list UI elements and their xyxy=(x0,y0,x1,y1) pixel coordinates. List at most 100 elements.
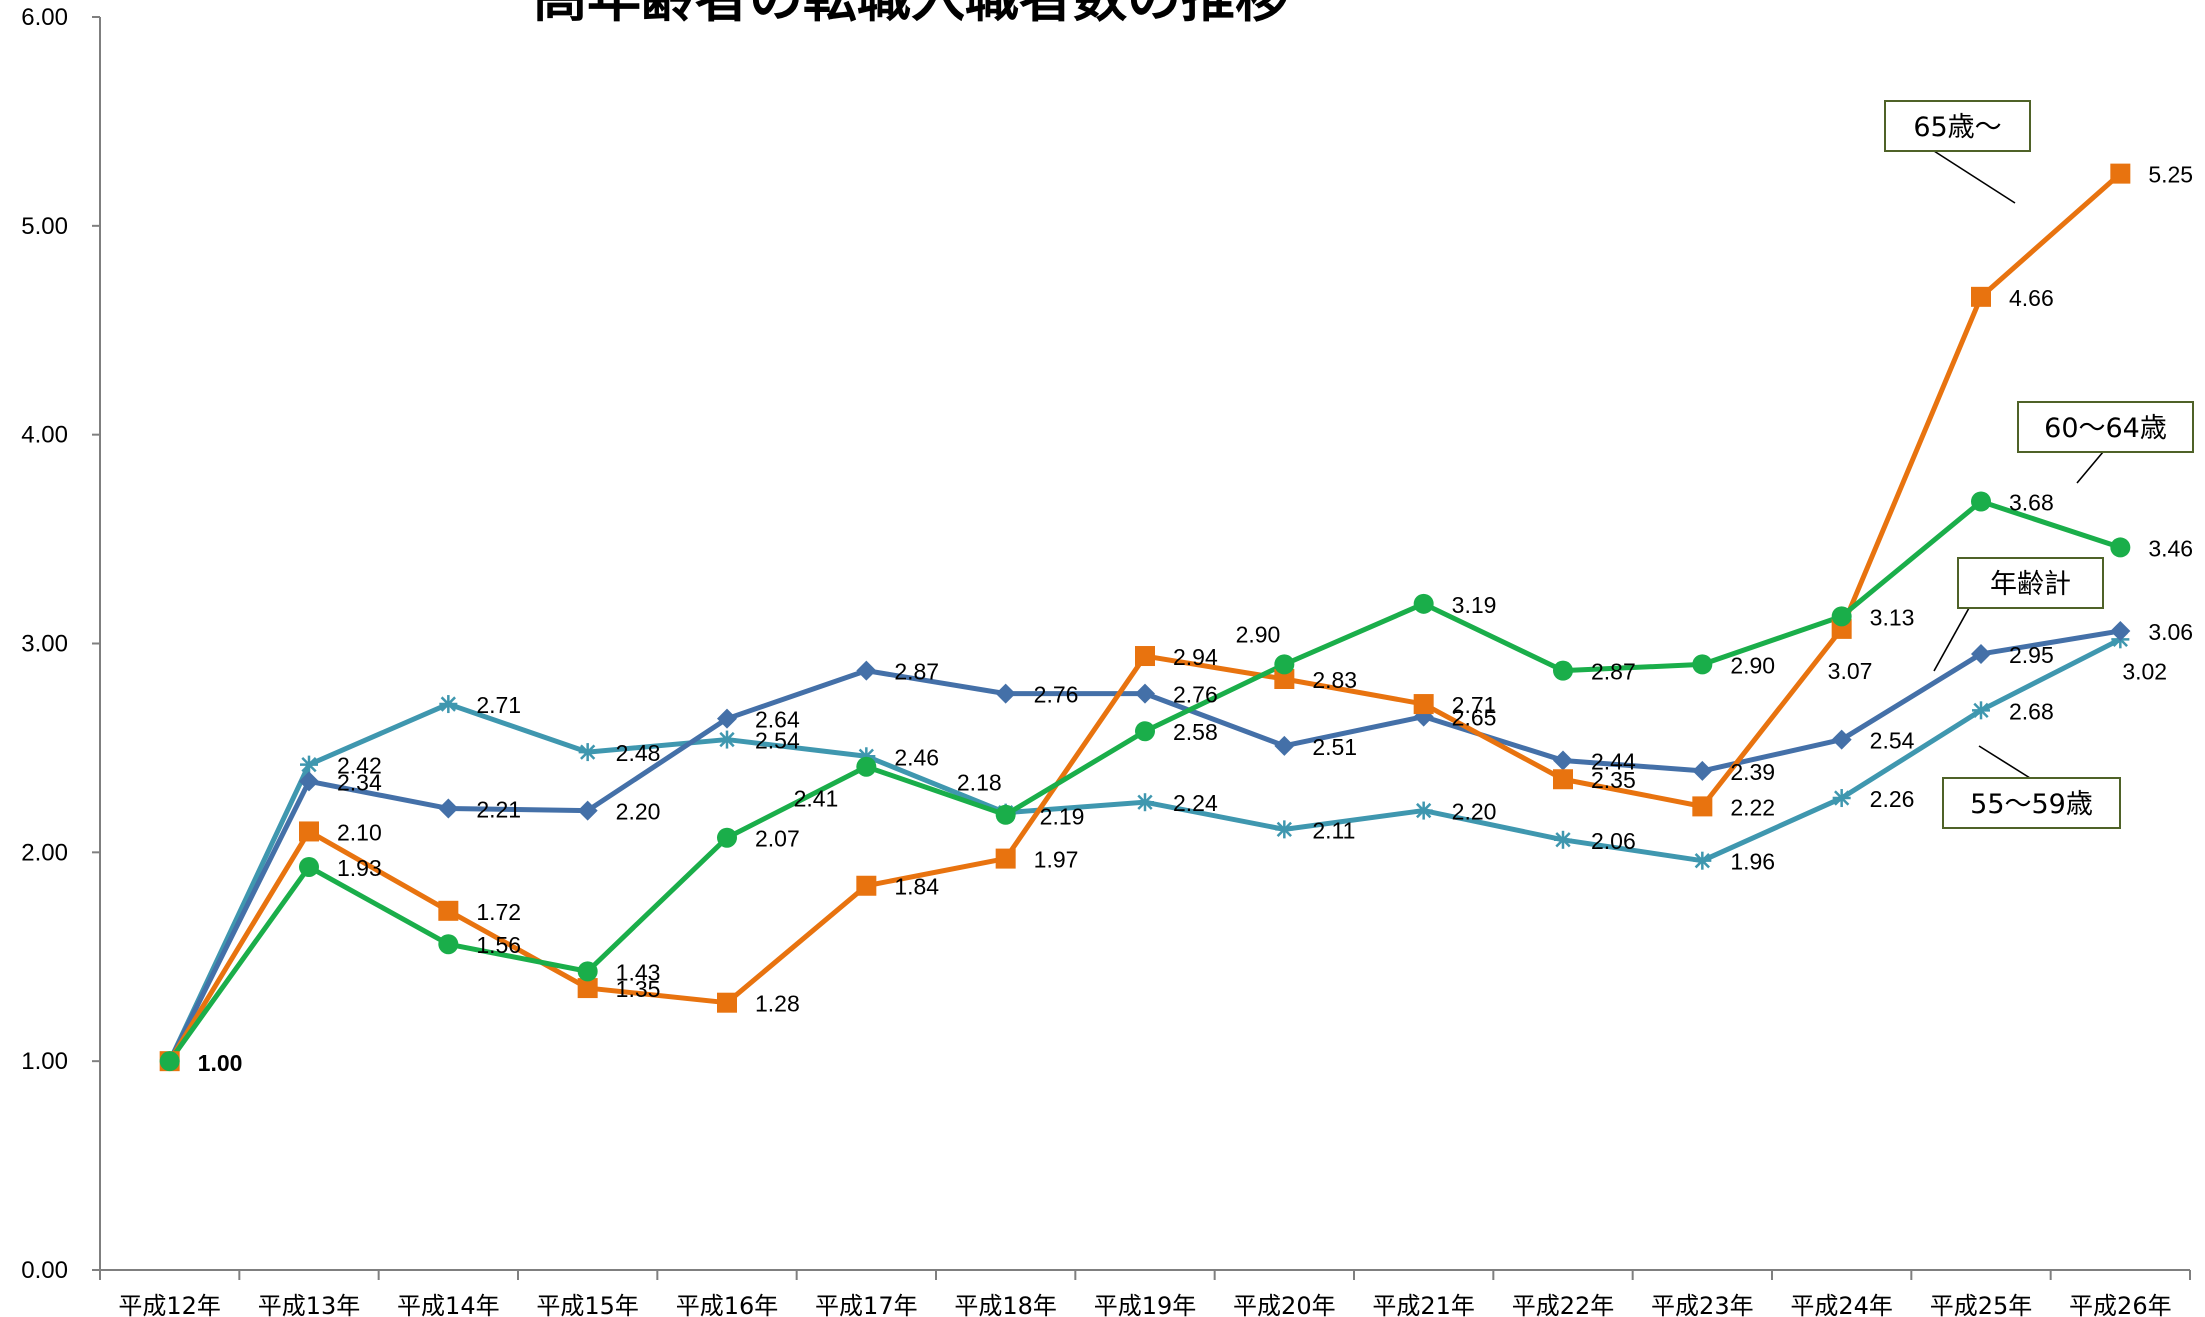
series-0-point xyxy=(1553,750,1573,771)
series-1-point xyxy=(1553,769,1573,790)
series-0-data-label: 2.64 xyxy=(755,707,800,733)
series-0-data-label: 2.76 xyxy=(1173,682,1218,708)
series-3-point xyxy=(1554,830,1572,849)
series-2-point xyxy=(577,961,598,982)
series-0-point xyxy=(1971,643,1991,664)
series-2-point xyxy=(1831,606,1852,627)
y-tick-label: 0.00 xyxy=(21,1257,68,1284)
series-2-data-label: 1.93 xyxy=(337,855,382,881)
series-0-point xyxy=(299,771,319,792)
series-2-data-label: 3.68 xyxy=(2009,489,2054,515)
series-2-data-label: 3.19 xyxy=(1452,592,1497,618)
star-stroke xyxy=(1137,794,1153,810)
series-2-point xyxy=(995,804,1016,825)
series-3-data-label: 2.68 xyxy=(2009,698,2054,724)
series-1-data-label: 4.66 xyxy=(2009,285,2054,311)
series-3-data-label: 2.19 xyxy=(1040,804,1085,830)
y-tick-label: 4.00 xyxy=(21,422,68,449)
series-0-point xyxy=(1831,729,1852,750)
star-stroke xyxy=(1834,790,1850,806)
series-2-data-label: 2.90 xyxy=(1236,621,1281,647)
series-2-point xyxy=(299,856,319,877)
series-1-point xyxy=(299,821,319,842)
series-1-data-label: 5.25 xyxy=(2148,162,2193,188)
series-0-point xyxy=(856,660,877,681)
data-labels: 2.34 2.21 2.20 2.64 2.87 2.76 2.76 2.51 2.65 2.44… xyxy=(198,162,2193,1077)
legend-callout-box xyxy=(1942,777,2121,829)
series-2-data-label: 2.18 xyxy=(957,770,1002,796)
series-lines xyxy=(167,171,2122,1063)
series-2-point xyxy=(1553,660,1573,681)
series-0-point xyxy=(438,798,459,819)
series-3-data-label: 3.02 xyxy=(2122,658,2167,684)
x-tick-label: 平成18年 xyxy=(954,1292,1057,1317)
series-3-data-label: 2.71 xyxy=(476,692,521,718)
series-3-point xyxy=(1832,789,1851,808)
series-1-data-label: 2.83 xyxy=(1312,667,1357,693)
series-3-data-label: 2.20 xyxy=(1452,799,1497,825)
series-2-point xyxy=(1692,654,1713,675)
x-tick-label: 平成12年 xyxy=(118,1292,221,1317)
x-tick-label: 平成25年 xyxy=(1930,1292,2033,1317)
series-3-data-label: 2.46 xyxy=(894,744,939,770)
series-3-point xyxy=(439,695,458,714)
series-2-point xyxy=(717,827,737,848)
series-2-data-label: 3.46 xyxy=(2148,535,2193,561)
series-0-point xyxy=(1135,683,1155,704)
series-0-point xyxy=(2110,620,2131,641)
series-3-data-label: 2.11 xyxy=(1312,817,1355,843)
series-2-data-label: 2.87 xyxy=(1591,659,1636,685)
series-0-data-label: 2.65 xyxy=(1452,705,1497,731)
series-2-point xyxy=(1274,654,1295,675)
callout-leader-line xyxy=(1933,150,2016,204)
star-stroke xyxy=(580,744,596,760)
x-tick-label: 平成15年 xyxy=(536,1292,639,1317)
x-tick-label: 平成20年 xyxy=(1233,1292,1336,1317)
series-2-point xyxy=(2110,537,2131,558)
series-3-data-label: 2.42 xyxy=(337,753,382,779)
series-1-point xyxy=(2110,163,2131,184)
series-1-data-label: 3.07 xyxy=(1828,658,1873,684)
series-3-data-label: 2.48 xyxy=(616,740,661,766)
x-tick-label: 平成26年 xyxy=(2069,1292,2172,1317)
legend-callout-box xyxy=(2017,401,2194,453)
callout-leader-line xyxy=(1978,745,2031,779)
series-2-data-label: 2.41 xyxy=(794,786,839,812)
series-2-data-label: 2.58 xyxy=(1173,719,1218,745)
series-1-point xyxy=(1135,646,1155,667)
callout-leader-line xyxy=(2076,451,2104,484)
series-0-data-label: 3.06 xyxy=(2148,619,2193,645)
x-tick-label: 平成22年 xyxy=(1512,1292,1615,1317)
series-3-data-label: 2.26 xyxy=(1870,786,1915,812)
series-1-data-label: 1.35 xyxy=(616,976,661,1002)
star-stroke xyxy=(440,696,456,712)
series-0-data-label: 2.87 xyxy=(894,659,939,685)
series-2-point xyxy=(159,1051,180,1072)
series-3-point xyxy=(1136,793,1154,812)
series-markers xyxy=(159,163,2131,1072)
series-1-point xyxy=(1413,694,1434,715)
series-1-data-label: 2.22 xyxy=(1730,794,1775,820)
star-stroke xyxy=(1555,832,1571,848)
x-tick-label: 平成17年 xyxy=(815,1292,918,1317)
legend-callout-label: 65歳～ xyxy=(1913,112,2001,143)
x-tick-label: 平成13年 xyxy=(258,1292,361,1317)
series-1-point xyxy=(1971,286,1991,307)
series-0-point xyxy=(717,708,737,729)
series-1-data-label: 1.28 xyxy=(755,991,800,1017)
series-2-data-label: 1.43 xyxy=(616,959,661,985)
series-1-point xyxy=(438,900,459,921)
y-tick-label: 6.00 xyxy=(21,4,68,31)
y-tick-label: 5.00 xyxy=(21,213,68,240)
series-2-point xyxy=(438,934,459,955)
legend-callout-label: 55～59歳 xyxy=(1970,789,2093,820)
series-3-point xyxy=(1414,801,1433,820)
x-tick-label: 平成19年 xyxy=(1094,1292,1197,1317)
series-1-point xyxy=(577,978,598,999)
series-2-data-label: 2.90 xyxy=(1730,652,1775,678)
series-3-data-label: 1.96 xyxy=(1730,849,1775,875)
series-2-point xyxy=(1971,491,1991,512)
series-0-point xyxy=(577,800,598,821)
series-1-data-label: 1.84 xyxy=(894,874,939,900)
